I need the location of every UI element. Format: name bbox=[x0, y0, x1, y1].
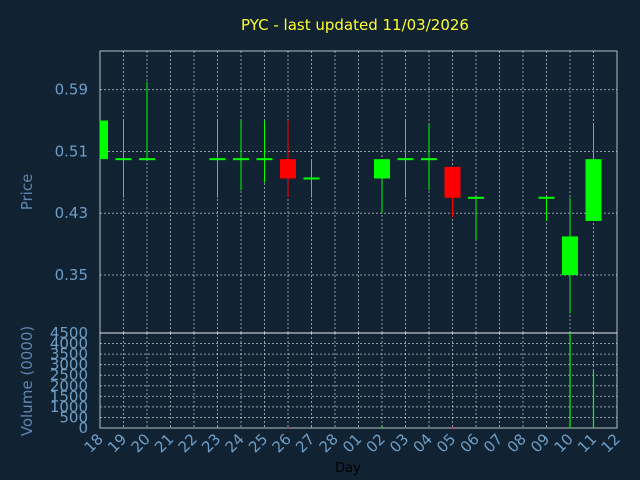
candle-body bbox=[115, 158, 132, 161]
chart-title: PYC - last updated 11/03/2026 bbox=[241, 16, 469, 34]
candle-body bbox=[100, 120, 108, 160]
price-axis-label: Price bbox=[18, 174, 36, 211]
volume-tick-label: 1500 bbox=[50, 387, 88, 405]
candle-body bbox=[585, 159, 602, 221]
volume-axis-label: Volume (0000) bbox=[18, 326, 36, 436]
volume-tick-label: 500 bbox=[59, 408, 88, 426]
candle-body bbox=[468, 196, 484, 199]
price-tick-label: 0.35 bbox=[55, 266, 88, 284]
candle-body bbox=[233, 158, 249, 161]
candle-body bbox=[303, 177, 320, 180]
candle-body bbox=[374, 159, 390, 179]
x-axis-label: Day bbox=[335, 461, 361, 476]
candle-body bbox=[256, 158, 273, 161]
candle-body bbox=[421, 158, 437, 161]
volume-tick-label: 2500 bbox=[50, 366, 88, 384]
price-panel: 0.59 0.51 0.43 0.35 bbox=[55, 50, 618, 334]
candle-body bbox=[280, 159, 296, 179]
volume-panel-frame bbox=[99, 332, 618, 429]
candle-body bbox=[538, 196, 555, 199]
candle-body bbox=[444, 166, 461, 198]
price-tick-label: 0.51 bbox=[55, 142, 88, 160]
volume-tick-label: 4500 bbox=[50, 324, 88, 342]
volume-tick-label: 1000 bbox=[50, 398, 88, 416]
volume-tick-label: 2000 bbox=[50, 377, 88, 395]
price-tick-label: 0.43 bbox=[55, 204, 88, 222]
volume-tick-label: 4000 bbox=[50, 335, 88, 353]
price-tick-label: 0.59 bbox=[55, 81, 88, 99]
candle-body bbox=[397, 158, 414, 161]
candle-body bbox=[139, 158, 155, 161]
candle-body bbox=[562, 236, 578, 276]
candle-body bbox=[209, 158, 226, 161]
x-axis: 1819202122232425262728010203040506070809… bbox=[81, 430, 624, 456]
volume-tick-label: 3500 bbox=[50, 345, 88, 363]
volume-tick-label: 0 bbox=[78, 419, 88, 437]
volume-tick-label: 3000 bbox=[50, 356, 88, 374]
